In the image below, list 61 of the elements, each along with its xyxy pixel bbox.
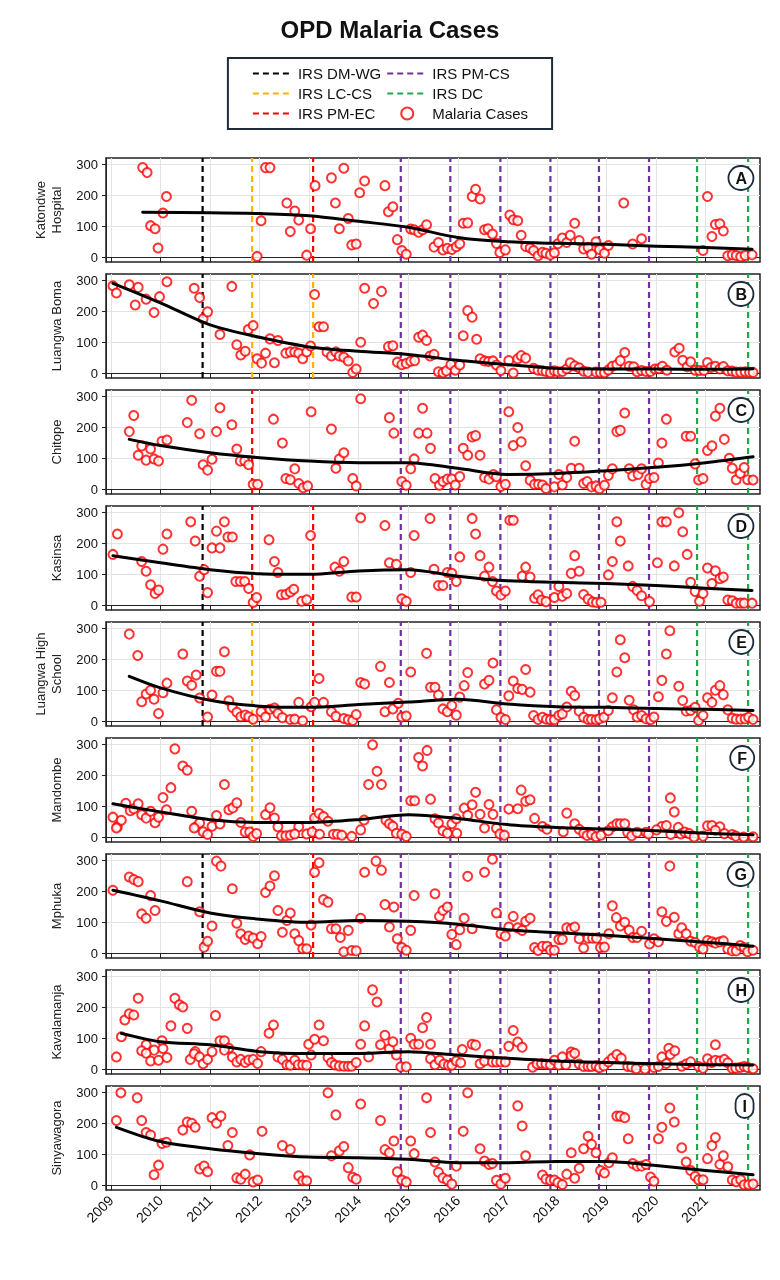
- y-axis-title: Luangwa High School: [32, 632, 64, 716]
- legend-label: IRS DM-WG: [297, 65, 382, 82]
- annotation: H: [735, 981, 748, 999]
- y-tick-label: 200: [76, 1115, 98, 1131]
- y-tick-label: 300: [76, 736, 98, 752]
- y-tick-label: 0: [90, 481, 98, 497]
- y-axis-title: Chitope: [48, 419, 64, 465]
- y-tick-label: 100: [76, 682, 98, 698]
- y-tick-label: 0: [90, 713, 98, 729]
- y-tick-label: 0: [90, 365, 98, 381]
- y-tick-label: 100: [76, 334, 98, 350]
- annotation: F: [737, 749, 748, 767]
- y-tick-label: 300: [76, 156, 98, 172]
- y-tick-label: 300: [76, 272, 98, 288]
- y-tick-label: 100: [76, 798, 98, 814]
- y-tick-label: 200: [76, 187, 98, 203]
- legend-label: IRS PM-EC: [297, 105, 376, 122]
- y-tick-label: 200: [76, 651, 98, 667]
- y-tick-label: 200: [76, 535, 98, 551]
- y-tick-label: 300: [76, 852, 98, 868]
- y-axis-title: Mphuka: [48, 882, 64, 930]
- annotation: E: [736, 633, 748, 651]
- y-tick-label: 0: [90, 1061, 98, 1077]
- legend-label: Malaria Cases: [432, 105, 529, 122]
- y-tick-label: 0: [90, 249, 98, 265]
- legend-label: IRS DC: [432, 85, 484, 102]
- y-tick-label: 0: [90, 829, 98, 845]
- y-tick-label: 100: [76, 914, 98, 930]
- y-tick-label: 0: [90, 945, 98, 961]
- legend-label: IRS LC-CS: [297, 85, 373, 102]
- annotation: B: [735, 285, 748, 303]
- y-tick-label: 100: [76, 218, 98, 234]
- y-axis-title: Sinyawagora: [48, 1099, 64, 1176]
- y-tick-label: 200: [76, 999, 98, 1015]
- y-tick-label: 100: [76, 450, 98, 466]
- annotation: I: [742, 1097, 748, 1115]
- y-tick-label: 0: [90, 597, 98, 613]
- y-tick-label: 300: [76, 968, 98, 984]
- y-axis-title: Mandombe: [48, 757, 64, 823]
- y-tick-label: 100: [76, 1146, 98, 1162]
- y-tick-label: 300: [76, 620, 98, 636]
- annotation: C: [735, 401, 748, 419]
- y-tick-label: 100: [76, 566, 98, 582]
- y-tick-label: 300: [76, 1084, 98, 1100]
- y-tick-label: 200: [76, 303, 98, 319]
- y-tick-label: 100: [76, 1030, 98, 1046]
- annotation: A: [735, 169, 748, 187]
- y-tick-label: 0: [90, 1177, 98, 1193]
- y-axis-title: Katondwe Hospital: [32, 181, 64, 239]
- annotation: D: [735, 517, 748, 535]
- y-tick-label: 300: [76, 388, 98, 404]
- y-axis-title: Luangwa Boma: [48, 280, 64, 372]
- y-axis-title: Kavalamanja: [48, 983, 64, 1060]
- y-tick-label: 200: [76, 883, 98, 899]
- y-axis-title: Kasinsa: [48, 534, 64, 582]
- annotation: G: [734, 865, 748, 883]
- y-tick-label: 200: [76, 419, 98, 435]
- y-tick-label: 200: [76, 767, 98, 783]
- legend-label: IRS PM-CS: [432, 65, 510, 82]
- chart-title: OPD Malaria Cases: [280, 15, 500, 43]
- y-tick-label: 300: [76, 504, 98, 520]
